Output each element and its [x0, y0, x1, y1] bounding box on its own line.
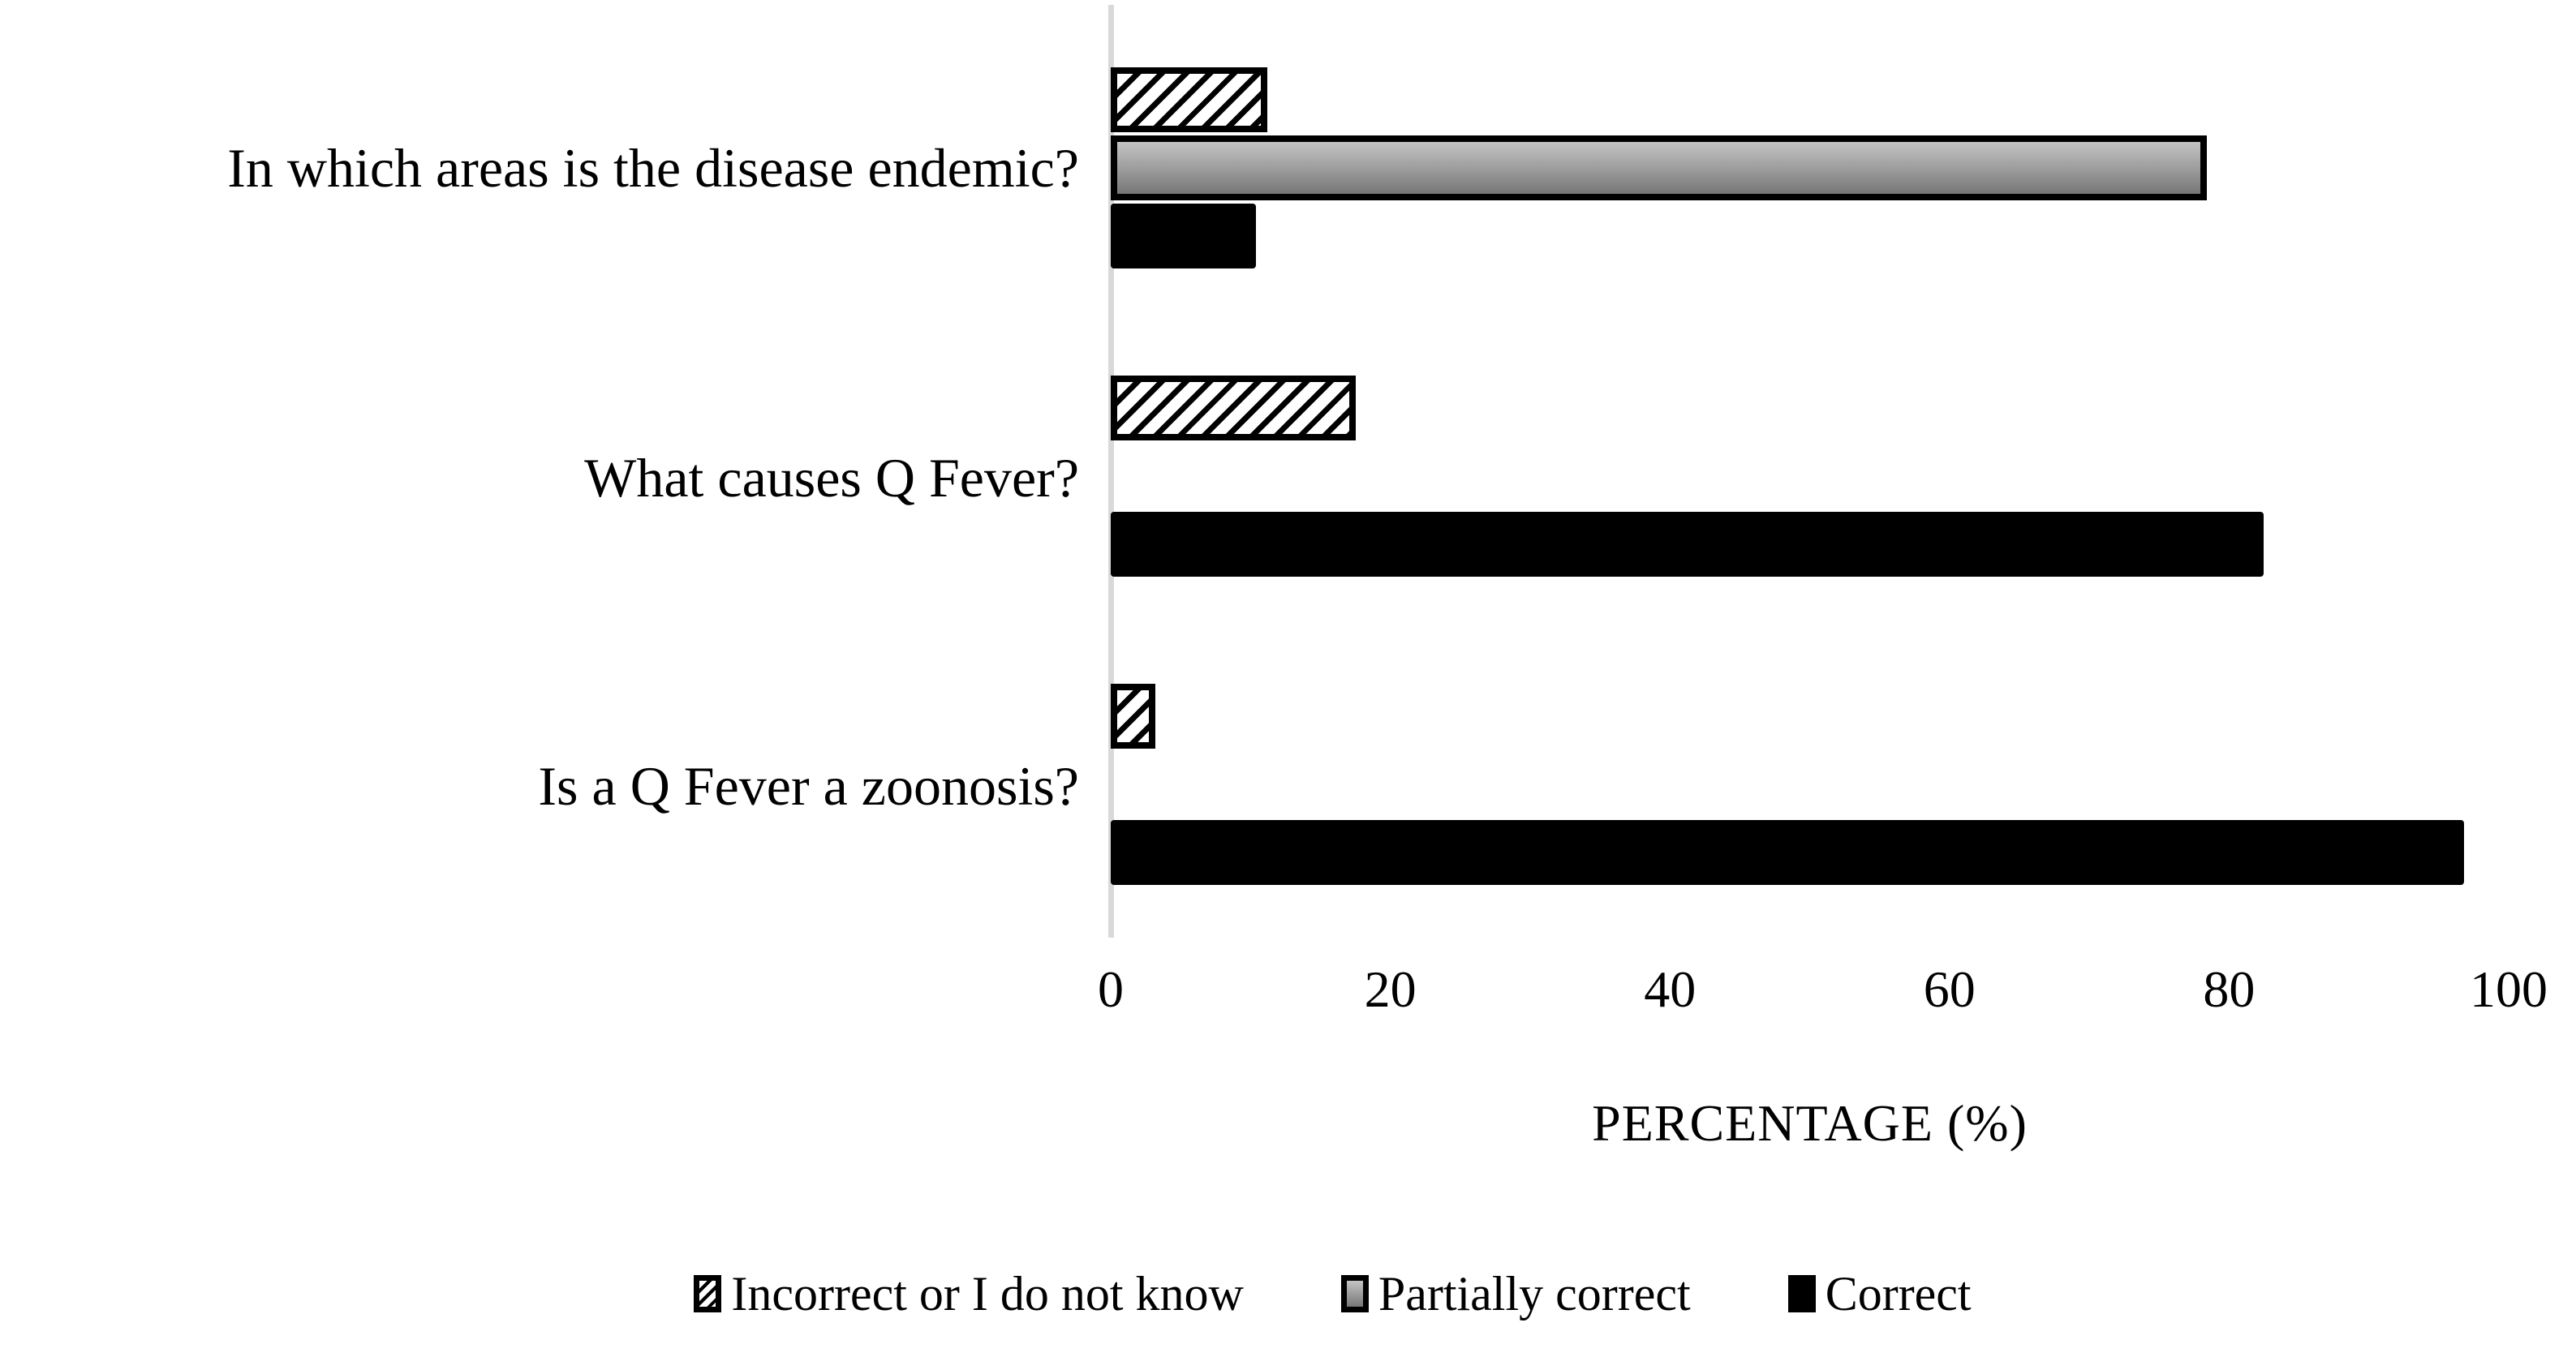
- black-swatch-icon: [1787, 1275, 1816, 1312]
- x-tick-label-80: 80: [2203, 960, 2256, 1018]
- bar-gray-gradient-group-0: [1111, 135, 2207, 200]
- x-tick-label-40: 40: [1644, 960, 1697, 1018]
- category-label-endemic-areas: In which areas is the disease endemic?: [227, 137, 1079, 199]
- hatched-swatch-icon: [694, 1275, 722, 1312]
- category-label-zoonosis: Is a Q Fever a zoonosis?: [538, 755, 1079, 817]
- bar-black-group-2: [1111, 820, 2464, 885]
- x-tick-label-20: 20: [1364, 960, 1417, 1018]
- bar-black-group-1: [1111, 512, 2264, 577]
- category-label-causes: What causes Q Fever?: [584, 447, 1079, 509]
- legend: Incorrect or I do not know Partially cor…: [0, 1269, 2576, 1318]
- x-tick-label-0: 0: [1098, 960, 1124, 1018]
- legend-item-correct: Correct: [1787, 1267, 1972, 1320]
- bar-hatched-group-1: [1111, 376, 1356, 440]
- bar-hatched-group-0: [1111, 67, 1267, 132]
- y-axis-line: [1108, 5, 1114, 938]
- legend-label-partially-correct: Partially correct: [1378, 1267, 1691, 1320]
- legend-label-correct: Correct: [1825, 1267, 1972, 1320]
- gray-swatch-icon: [1340, 1275, 1369, 1312]
- x-tick-label-60: 60: [1923, 960, 1976, 1018]
- bar-hatched-group-2: [1111, 684, 1155, 749]
- legend-item-partially-correct: Partially correct: [1340, 1267, 1691, 1320]
- legend-label-incorrect: Incorrect or I do not know: [731, 1267, 1244, 1320]
- x-axis-title: PERCENTAGE (%): [1592, 1094, 2028, 1152]
- bar-black-group-0: [1111, 204, 1256, 268]
- legend-item-incorrect: Incorrect or I do not know: [694, 1267, 1244, 1320]
- x-tick-label-100: 100: [2470, 960, 2548, 1018]
